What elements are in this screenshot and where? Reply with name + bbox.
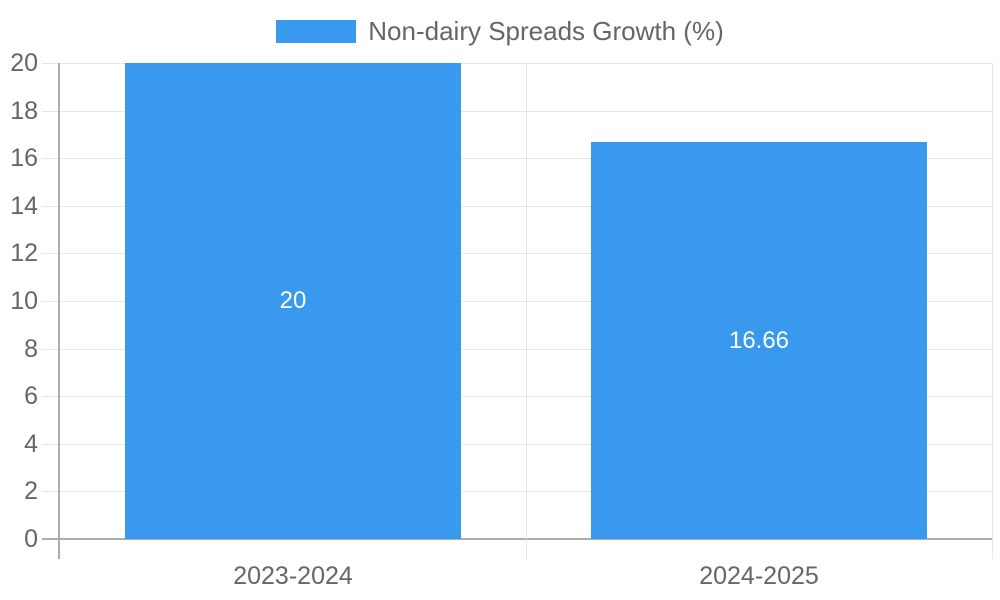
legend-swatch-icon [276, 20, 357, 43]
y-tick-label: 4 [24, 429, 38, 458]
y-tick-label: 0 [24, 525, 38, 553]
legend: Non-dairy Spreads Growth (%) [0, 16, 1000, 47]
bar[interactable]: 20 [125, 63, 461, 539]
y-gridline [42, 396, 992, 398]
y-tick-label: 16 [10, 144, 38, 173]
y-tick-label: 10 [10, 287, 38, 315]
x-gridline [992, 63, 993, 559]
bar-value-label: 20 [279, 287, 307, 314]
y-gridline [42, 443, 992, 445]
y-gridline [42, 110, 992, 112]
y-tick-label: 12 [10, 239, 38, 268]
legend-item[interactable]: Non-dairy Spreads Growth (%) [276, 16, 724, 47]
x-gridline [526, 63, 527, 559]
y-gridline [42, 158, 992, 160]
y-gridline [42, 253, 992, 255]
x-tick-label: 2023-2024 [233, 562, 353, 590]
y-gridline [42, 491, 992, 493]
legend-label: Non-dairy Spreads Growth (%) [368, 16, 724, 46]
x-tick-label: 2024-2025 [699, 562, 819, 590]
y-gridline [42, 205, 992, 207]
y-gridline [42, 301, 992, 302]
y-tick-label: 20 [10, 49, 38, 77]
y-gridline [42, 348, 992, 350]
y-tick-label: 14 [10, 191, 38, 220]
y-axis-line [58, 63, 60, 559]
y-gridline [42, 63, 992, 64]
bar-value-label: 16.66 [728, 326, 790, 354]
x-axis-baseline [42, 538, 992, 540]
bar[interactable]: 16.66 [591, 142, 927, 539]
y-tick-label: 8 [24, 334, 38, 363]
y-tick-label: 2 [24, 477, 38, 506]
y-tick-label: 6 [24, 382, 38, 411]
y-tick-label: 18 [10, 96, 38, 125]
